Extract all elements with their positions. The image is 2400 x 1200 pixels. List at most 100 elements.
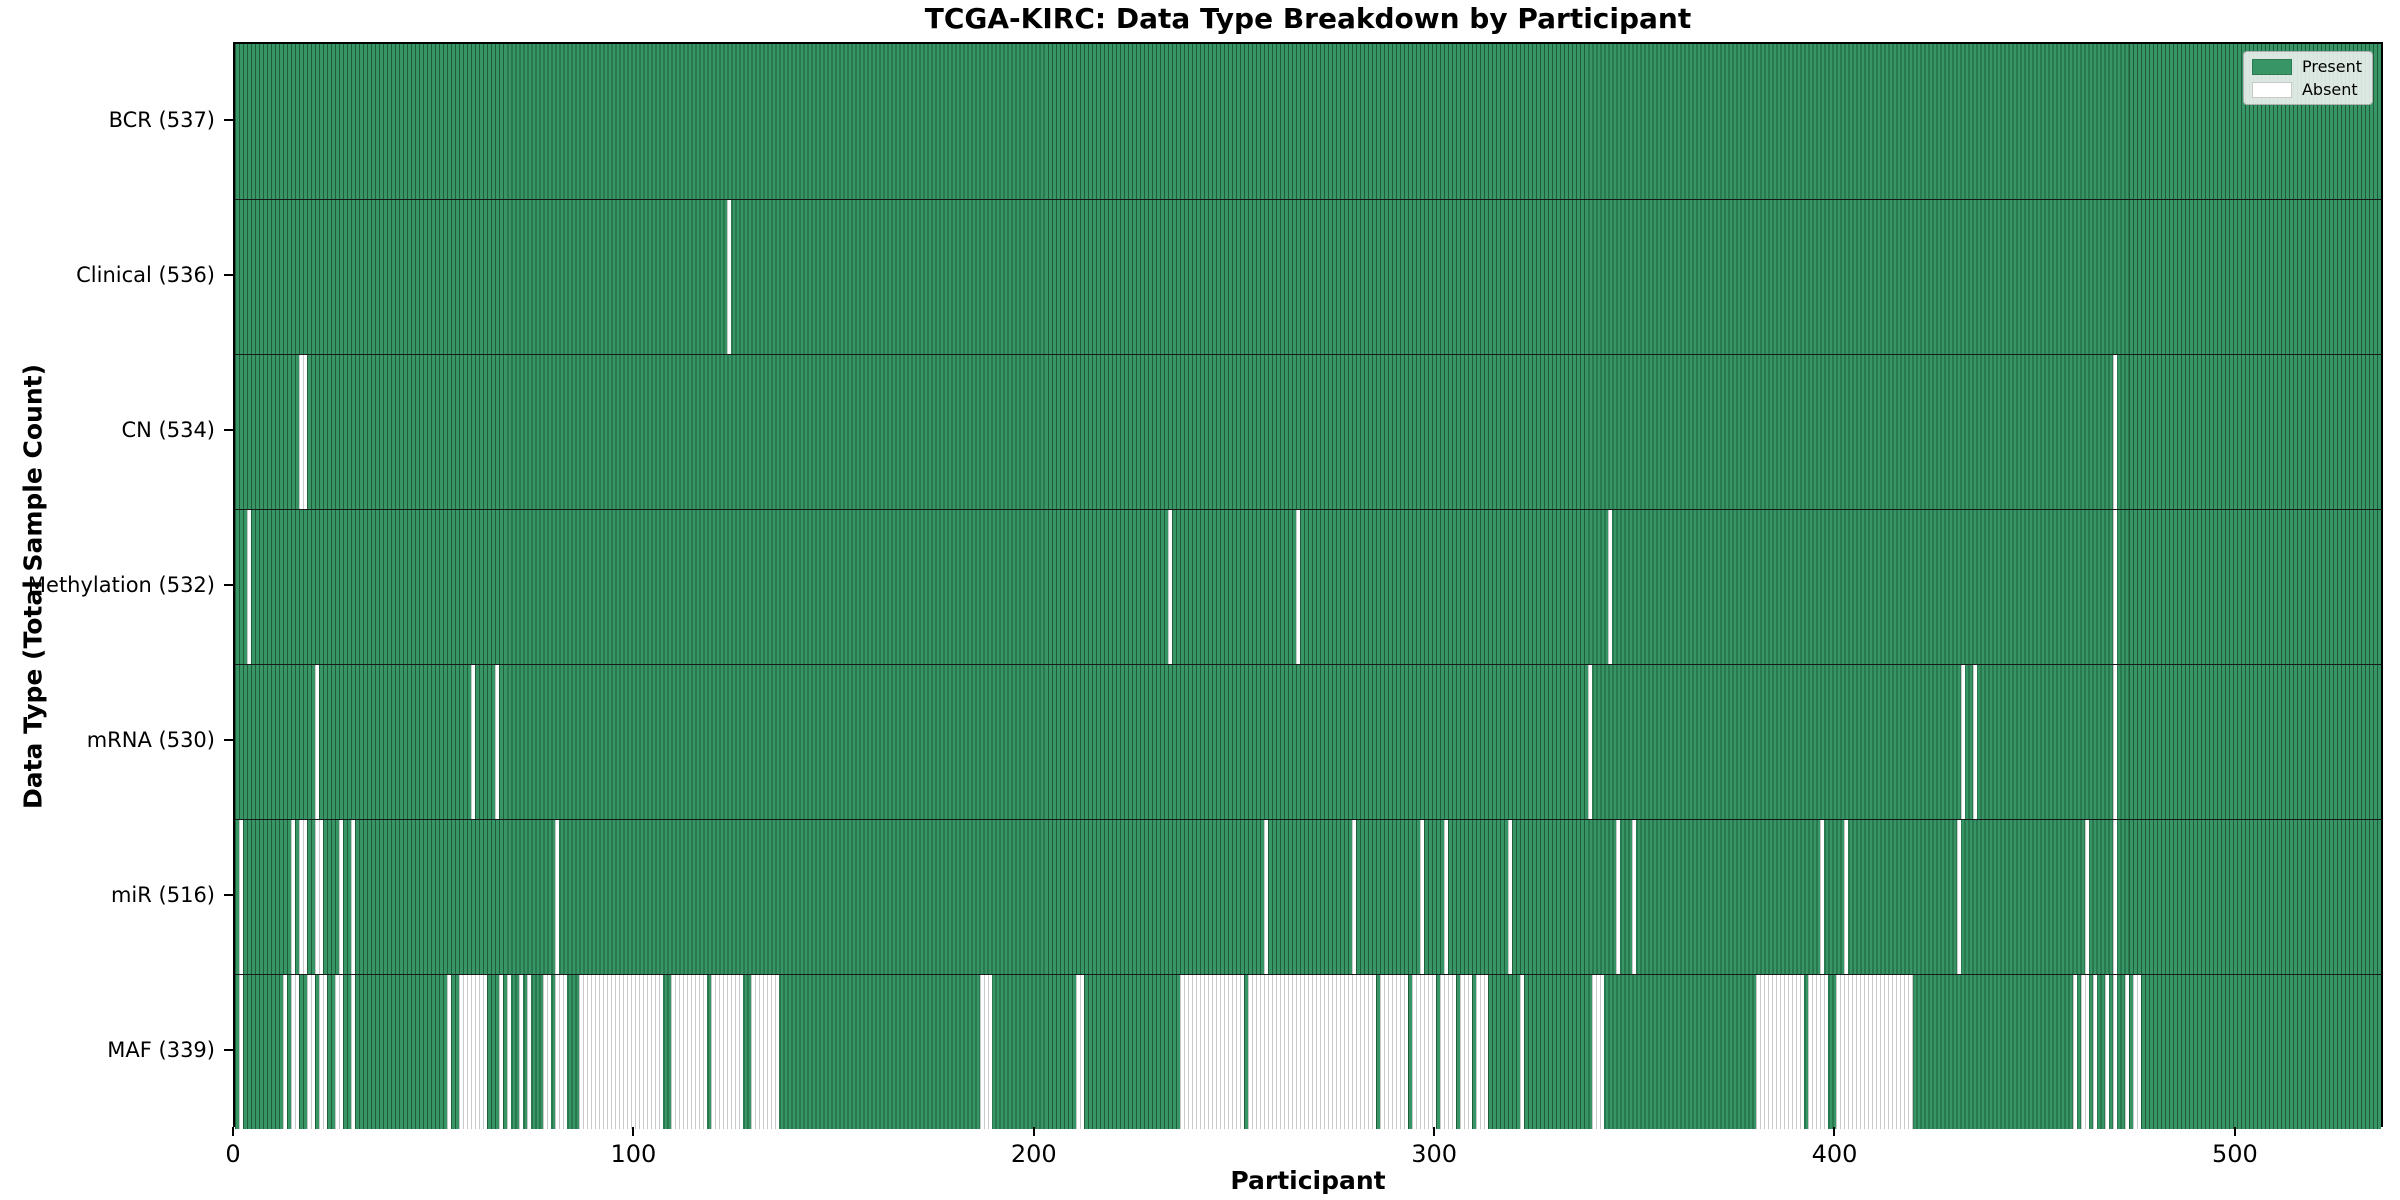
absent-gap <box>527 975 532 1129</box>
absent-gap <box>1412 975 1437 1129</box>
legend-label-absent: Absent <box>2301 80 2358 99</box>
y-tick-label-mRNA: mRNA (530) <box>86 727 215 752</box>
y-tick-mark <box>224 273 233 276</box>
plot-area: Present Absent <box>233 42 2383 1129</box>
absent-gap <box>2112 665 2117 819</box>
absent-gap <box>1380 975 1409 1129</box>
absent-gap <box>1632 820 1637 974</box>
absent-gap <box>579 975 664 1129</box>
absent-gap <box>459 975 488 1129</box>
absent-gap <box>1508 820 1513 974</box>
y-tick-mark <box>224 583 233 586</box>
absent-gap <box>2112 510 2117 664</box>
absent-gap <box>671 975 708 1129</box>
absent-gap <box>1592 975 1605 1129</box>
absent-gap <box>1247 975 1377 1129</box>
x-tick-mark <box>1833 1127 1836 1136</box>
y-tick-label-miR: miR (516) <box>110 882 215 907</box>
absent-gap <box>711 975 744 1129</box>
absent-gap <box>543 975 552 1129</box>
chart-title: TCGA-KIRC: Data Type Breakdown by Partic… <box>924 2 1692 35</box>
absent-gap <box>291 820 296 974</box>
x-tick-label-500: 500 <box>2211 1140 2258 1168</box>
absent-gap <box>247 510 251 664</box>
absent-gap <box>315 820 324 974</box>
absent-gap <box>1352 820 1357 974</box>
absent-gap <box>1179 975 1244 1129</box>
absent-gap <box>447 975 452 1129</box>
x-tick-mark <box>232 1127 234 1136</box>
y-tick-label-Methylation: Methylation (532) <box>27 572 215 597</box>
x-tick-label-300: 300 <box>1411 1140 1458 1168</box>
absent-gap <box>1616 820 1621 974</box>
absent-gap <box>1460 975 1473 1129</box>
x-tick-mark <box>1032 1127 1035 1136</box>
absent-gap <box>339 820 344 974</box>
absent-gap <box>2092 975 2097 1129</box>
absent-gap <box>727 200 732 354</box>
x-tick-label-0: 0 <box>225 1140 241 1168</box>
absent-gap <box>319 975 328 1129</box>
absent-gap <box>335 975 344 1129</box>
heatmap-row-BCR <box>235 44 2381 199</box>
absent-gap <box>507 975 512 1129</box>
absent-gap <box>1808 975 1829 1129</box>
absent-gap <box>495 665 500 819</box>
absent-gap <box>2132 975 2141 1129</box>
y-tick-label-BCR: BCR (537) <box>108 107 215 132</box>
heatmap-row-mRNA <box>235 664 2381 819</box>
heatmap-rows <box>235 44 2381 1129</box>
absent-gap <box>1836 975 1913 1129</box>
legend-label-present: Present <box>2301 57 2362 76</box>
y-tick-label-Clinical: Clinical (536) <box>76 262 215 287</box>
absent-gap <box>291 975 300 1129</box>
y-tick-mark <box>224 118 233 121</box>
absent-gap <box>555 975 568 1129</box>
x-tick-mark <box>1433 1127 1436 1136</box>
absent-gap <box>1263 820 1268 974</box>
y-tick-mark <box>224 428 233 431</box>
present-swatch <box>2251 58 2292 75</box>
absent-gap <box>2080 975 2089 1129</box>
legend-entry-absent: Absent <box>2251 80 2362 99</box>
legend: Present Absent <box>2242 51 2373 105</box>
absent-gap <box>283 975 288 1129</box>
absent-gap <box>519 975 524 1129</box>
absent-gap <box>1440 975 1457 1129</box>
absent-gap <box>2112 820 2117 974</box>
x-tick-mark <box>2233 1127 2236 1136</box>
absent-gap <box>2072 975 2077 1129</box>
absent-gap <box>1588 665 1593 819</box>
absent-gap <box>1075 975 1084 1129</box>
y-tick-label-CN: CN (534) <box>121 417 215 442</box>
x-tick-label-200: 200 <box>1010 1140 1057 1168</box>
absent-gap <box>1444 820 1449 974</box>
absent-gap <box>2124 975 2129 1129</box>
absent-gap <box>351 975 356 1129</box>
absent-gap <box>2104 975 2109 1129</box>
absent-gap <box>1295 510 1300 664</box>
absent-gap <box>1956 820 1961 974</box>
x-tick-label-100: 100 <box>610 1140 657 1168</box>
legend-entry-present: Present <box>2251 57 2362 76</box>
heatmap-row-Clinical <box>235 199 2381 354</box>
absent-gap <box>1972 665 1977 819</box>
absent-gap <box>239 820 243 974</box>
heatmap-row-Methylation <box>235 509 2381 664</box>
y-tick-mark <box>224 738 233 741</box>
heatmap-row-CN <box>235 354 2381 509</box>
absent-gap <box>1167 510 1172 664</box>
y-tick-label-MAF: MAF (339) <box>107 1037 215 1062</box>
absent-gap <box>555 820 560 974</box>
absent-gap <box>239 975 243 1129</box>
absent-gap <box>1960 665 1965 819</box>
absent-gap <box>315 665 320 819</box>
absent-gap <box>1844 820 1849 974</box>
absent-gap <box>2112 975 2117 1129</box>
absent-gap <box>2112 355 2117 509</box>
absent-gap <box>1520 975 1525 1129</box>
absent-gap <box>1476 975 1489 1129</box>
absent-gap <box>979 975 992 1129</box>
x-tick-mark <box>632 1127 635 1136</box>
